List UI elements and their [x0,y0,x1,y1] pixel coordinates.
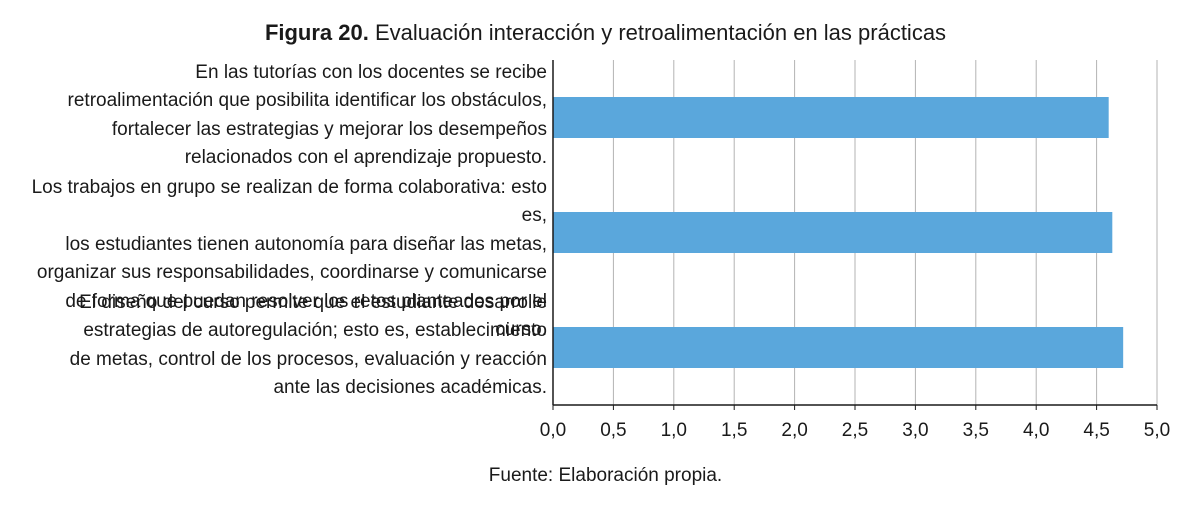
x-tick-label: 1,0 [661,420,687,441]
chart-title: Figura 20. Evaluación interacción y retr… [0,20,1188,46]
x-tick-label: 3,0 [902,420,928,441]
bars [553,97,1124,368]
category-label: En las tutorías con los docentes se reci… [10,59,547,173]
category-label: Los trabajos en grupo se realizan de for… [10,174,547,345]
x-tick-label: 0,0 [540,420,566,441]
x-tick-label: 2,0 [781,420,807,441]
x-tick-label: 1,5 [721,420,747,441]
x-tick-label: 0,5 [600,420,626,441]
x-tick-label: 2,5 [842,420,868,441]
chart-title-text: Evaluación interacción y retroalimentaci… [374,20,947,45]
bar [553,212,1113,253]
category-label-line: de metas, control de los procesos, evalu… [69,348,547,370]
figure-source: Fuente: Elaboración propia. [488,465,723,486]
bar [553,97,1109,138]
category-label-line: relacionados con el aprendizaje propuest… [184,147,547,168]
category-label-line: El diseño del curso permite que el estud… [79,291,547,313]
category-label-line: ante las decisiones académicas. [273,377,547,398]
bar [553,327,1124,368]
category-label-line: Los trabajos en grupo se realizan de for… [31,176,547,227]
x-tick-label: 4,0 [1023,420,1049,441]
category-label-line: fortalecer las estrategias y mejorar los… [111,118,547,140]
x-tick-label: 4,5 [1083,420,1109,441]
category-label-line: los estudiantes tienen autonomía para di… [65,233,547,255]
chart-title-prefix: Figura 20. [264,20,369,45]
x-tick-labels: 0,0 0,5 1,0 1,5 2,0 2,5 3,0 3,5 4,0 4,5 5,0 [540,420,1170,441]
category-label-line: retroalimentación que posibilita identif… [67,90,547,111]
category-label-line: estrategias de autoregulación; esto es, … [83,320,547,341]
category-label: El diseño del curso permite que el estud… [10,289,547,403]
x-tick-label: 3,5 [963,420,989,441]
x-tick-label: 5,0 [1144,420,1170,441]
axes [552,60,1158,410]
category-label-line: En las tutorías con los docentes se reci… [195,61,547,83]
category-label-line: organizar sus responsabilidades, coordin… [36,262,547,283]
category-label-line: de forma que puedan resolver los retos p… [65,290,547,341]
